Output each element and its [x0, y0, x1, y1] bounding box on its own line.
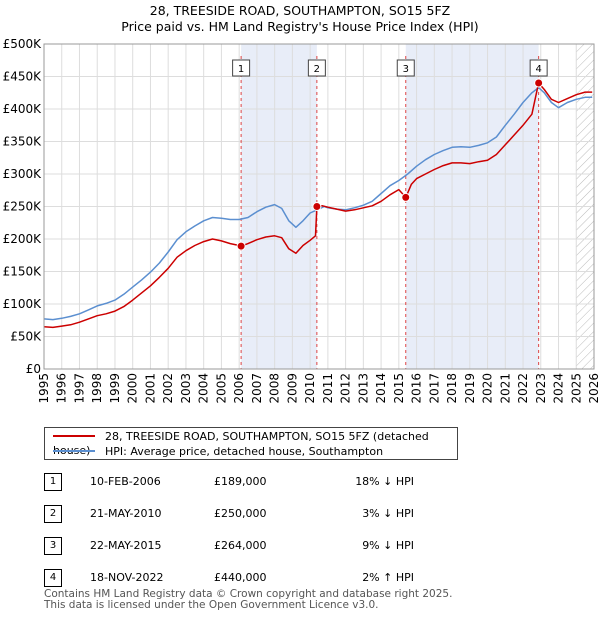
sale-label-number: 3 [403, 64, 409, 75]
price-chart: 28, TREESIDE ROAD, SOUTHAMPTON, SO15 5FZ… [3, 3, 600, 404]
sale-point [236, 241, 246, 251]
x-tick-label: 2013 [356, 373, 370, 404]
y-tick-label: £500K [3, 37, 43, 51]
sale-price: £264,000 [214, 539, 267, 552]
sale-label-box [232, 59, 251, 77]
x-tick-label: 2003 [179, 373, 193, 404]
sale-hpi-diff: 2% ↑ HPI [362, 571, 414, 584]
x-tick-label: 2017 [427, 373, 441, 404]
sale-row: 4 18-NOV-2022 £440,000 2% ↑ HPI [44, 569, 424, 587]
sale-row: 2 21-MAY-2010 £250,000 3% ↓ HPI [44, 505, 424, 523]
sale-date: 18-NOV-2022 [90, 571, 164, 584]
sale-price: £440,000 [214, 571, 267, 584]
sale-date: 22-MAY-2015 [90, 539, 162, 552]
sale-label-number: 4 [535, 64, 541, 75]
y-tick-label: £350K [3, 135, 43, 149]
y-tick-label: £100K [3, 297, 43, 311]
attribution-footer: Contains HM Land Registry data © Crown c… [44, 589, 452, 611]
sale-label-box [396, 59, 415, 77]
legend-entry-price: 28, TREESIDE ROAD, SOUTHAMPTON, SO15 5FZ… [53, 430, 457, 457]
footer-line-copyright: Contains HM Land Registry data © Crown c… [44, 588, 453, 600]
x-tick-label: 2024 [552, 373, 566, 404]
chart-title: 28, TREESIDE ROAD, SOUTHAMPTON, SO15 5FZ [150, 3, 450, 18]
sale-price: £250,000 [214, 507, 267, 520]
x-tick-label: 2001 [143, 373, 157, 404]
sale-point [312, 202, 322, 211]
x-tick-label: 2007 [250, 373, 264, 404]
sale-number-badge: 3 [44, 537, 62, 555]
x-tick-label: 1999 [108, 373, 122, 404]
sale-price: £189,000 [214, 475, 267, 488]
plot-frame [43, 43, 595, 370]
x-tick-label: 2018 [445, 373, 459, 404]
y-tick-label: £400K [3, 102, 43, 116]
x-tick-label: 1997 [72, 373, 86, 404]
sale-number-badge: 4 [44, 569, 62, 587]
x-tick-label: 2022 [516, 373, 530, 404]
legend-entry-hpi: HPI: Average price, detached house, Sout… [53, 445, 383, 459]
sale-label-number: 2 [314, 64, 320, 75]
x-tick-label: 2023 [534, 373, 548, 404]
y-tick-label: £300K [3, 167, 43, 181]
x-tick-label: 1998 [90, 373, 104, 404]
x-tick-label: 2010 [303, 373, 317, 404]
x-tick-label: 2014 [374, 373, 388, 404]
x-tick-label: 2019 [463, 373, 477, 404]
sale-hpi-diff: 3% ↓ HPI [362, 507, 414, 520]
sale-row: 3 22-MAY-2015 £264,000 9% ↓ HPI [44, 537, 424, 555]
sale-hpi-diff: 18% ↓ HPI [355, 475, 414, 488]
sale-date: 21-MAY-2010 [90, 507, 162, 520]
y-tick-label: £50K [10, 330, 42, 344]
x-tick-label: 2008 [268, 373, 282, 404]
x-tick-label: 2015 [392, 373, 406, 404]
x-tick-label: 2012 [339, 373, 353, 404]
y-tick-label: £0 [26, 362, 41, 376]
sale-point [401, 192, 411, 202]
x-tick-label: 2016 [410, 373, 424, 404]
y-tick-label: £250K [3, 200, 43, 214]
x-tick-label: 1996 [55, 373, 69, 404]
sale-number-badge: 2 [44, 505, 62, 523]
y-tick-label: £150K [3, 265, 43, 279]
x-tick-label: 2021 [498, 373, 512, 404]
x-tick-label: 2005 [214, 373, 228, 404]
sale-point [534, 78, 544, 88]
x-tick-label: 2000 [126, 373, 140, 404]
x-tick-label: 1995 [37, 373, 51, 404]
legend-label-hpi: HPI: Average price, detached house, Sout… [105, 445, 384, 458]
y-tick-label: £200K [3, 232, 43, 246]
sale-hpi-diff: 9% ↓ HPI [362, 539, 414, 552]
chart-subtitle: Price paid vs. HM Land Registry's House … [121, 19, 478, 34]
x-tick-label: 2025 [569, 373, 583, 404]
sale-label-box [529, 59, 548, 77]
x-tick-label: 2026 [587, 373, 600, 404]
x-tick-label: 2020 [481, 373, 495, 404]
y-tick-label: £450K [3, 70, 43, 84]
legend-swatch-hpi [53, 450, 95, 452]
legend-swatch-price [53, 435, 95, 437]
x-tick-label: 2011 [321, 373, 335, 404]
x-tick-label: 2006 [232, 373, 246, 404]
sale-label-box [307, 59, 326, 77]
sale-label-number: 1 [238, 64, 244, 75]
sale-number-badge: 1 [44, 473, 62, 491]
sale-row: 1 10-FEB-2006 £189,000 18% ↓ HPI [44, 473, 424, 491]
chart-legend: 28, TREESIDE ROAD, SOUTHAMPTON, SO15 5FZ… [44, 427, 458, 460]
x-tick-label: 2004 [197, 373, 211, 404]
sale-date: 10-FEB-2006 [90, 475, 161, 488]
x-tick-label: 2002 [161, 373, 175, 404]
x-tick-label: 2009 [285, 373, 299, 404]
footer-line-licence: This data is licensed under the Open Gov… [44, 599, 379, 611]
